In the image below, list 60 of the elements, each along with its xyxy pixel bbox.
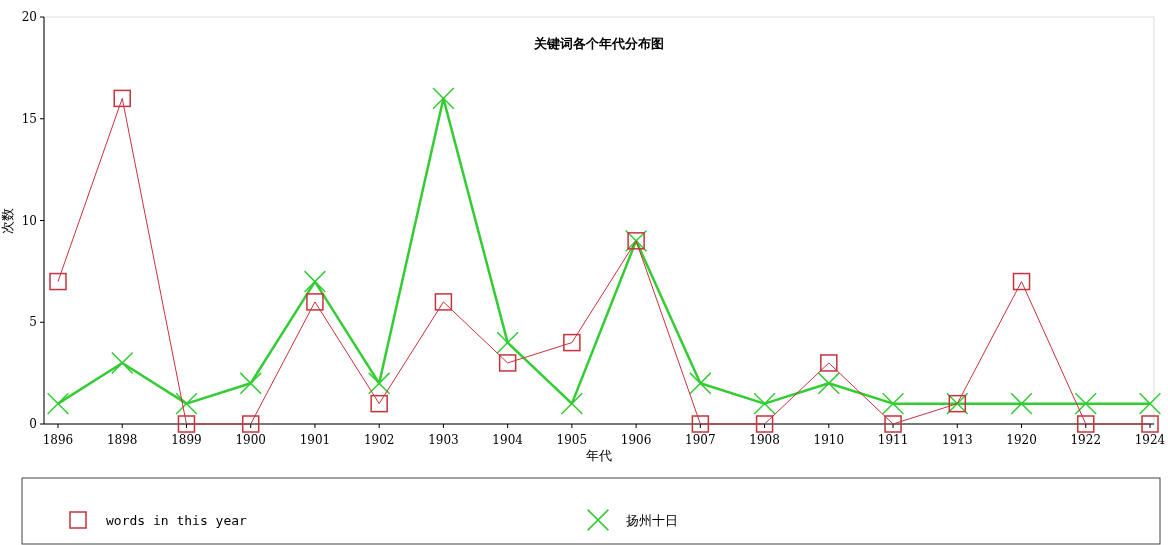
point	[498, 354, 517, 372]
y-tick-label: 10	[21, 213, 37, 228]
point	[49, 272, 67, 291]
y-axis-title: 次数	[0, 207, 15, 234]
point	[1138, 392, 1162, 415]
point	[241, 415, 260, 433]
x-tick-label: 1920	[1006, 433, 1037, 447]
point	[46, 392, 70, 415]
text: 关键词各个年代分布图	[533, 36, 664, 51]
point	[111, 351, 134, 375]
point	[306, 293, 324, 311]
point	[753, 392, 776, 415]
point	[1012, 272, 1031, 291]
point	[434, 293, 453, 311]
x-tick-label: 1906	[620, 433, 652, 447]
point	[370, 394, 388, 413]
x-tick-label: 1907	[685, 433, 716, 447]
point	[691, 415, 710, 433]
point	[368, 372, 391, 395]
x-tick-label: 1899	[171, 433, 202, 447]
x-tick-label: 1905	[556, 433, 588, 447]
legend-label: 扬州十日	[626, 512, 678, 528]
point	[175, 392, 198, 415]
point	[881, 392, 905, 415]
point	[563, 333, 581, 352]
y-tick-label: 5	[29, 315, 37, 330]
x-tick-label: 1898	[106, 433, 138, 447]
point	[884, 415, 902, 433]
x-tick-label: 1901	[299, 433, 331, 447]
point	[817, 372, 840, 395]
point	[1141, 415, 1159, 433]
point	[239, 372, 262, 395]
point	[820, 354, 838, 372]
point	[755, 415, 774, 433]
x-axis-title: 年代	[586, 448, 612, 463]
point	[1074, 392, 1097, 415]
y-tick-label: 20	[21, 10, 37, 25]
y-tick-label: 15	[21, 111, 37, 126]
point	[1010, 392, 1033, 415]
point	[177, 415, 196, 433]
x-tick-label: 1896	[42, 433, 74, 447]
point	[1077, 415, 1095, 433]
point	[496, 331, 519, 354]
point	[432, 87, 455, 110]
x-tick-label: 1922	[1070, 433, 1102, 447]
point	[689, 372, 712, 395]
x-tick-label: 1904	[492, 433, 524, 447]
x-tick-label: 1900	[235, 433, 266, 447]
x-tick-label: 1924	[1134, 433, 1166, 447]
legend-label: words in this year	[106, 512, 248, 528]
point	[303, 270, 327, 293]
y-tick-label: 0	[29, 417, 37, 432]
point	[113, 89, 131, 108]
x-tick-label: 1908	[749, 433, 780, 447]
x-tick-label: 1910	[813, 433, 845, 447]
x-tick-label: 1911	[877, 433, 909, 447]
x-tick-label: 1903	[428, 433, 459, 447]
x-tick-label: 1913	[942, 433, 973, 447]
point	[560, 392, 584, 415]
x-tick-label: 1902	[363, 433, 395, 447]
